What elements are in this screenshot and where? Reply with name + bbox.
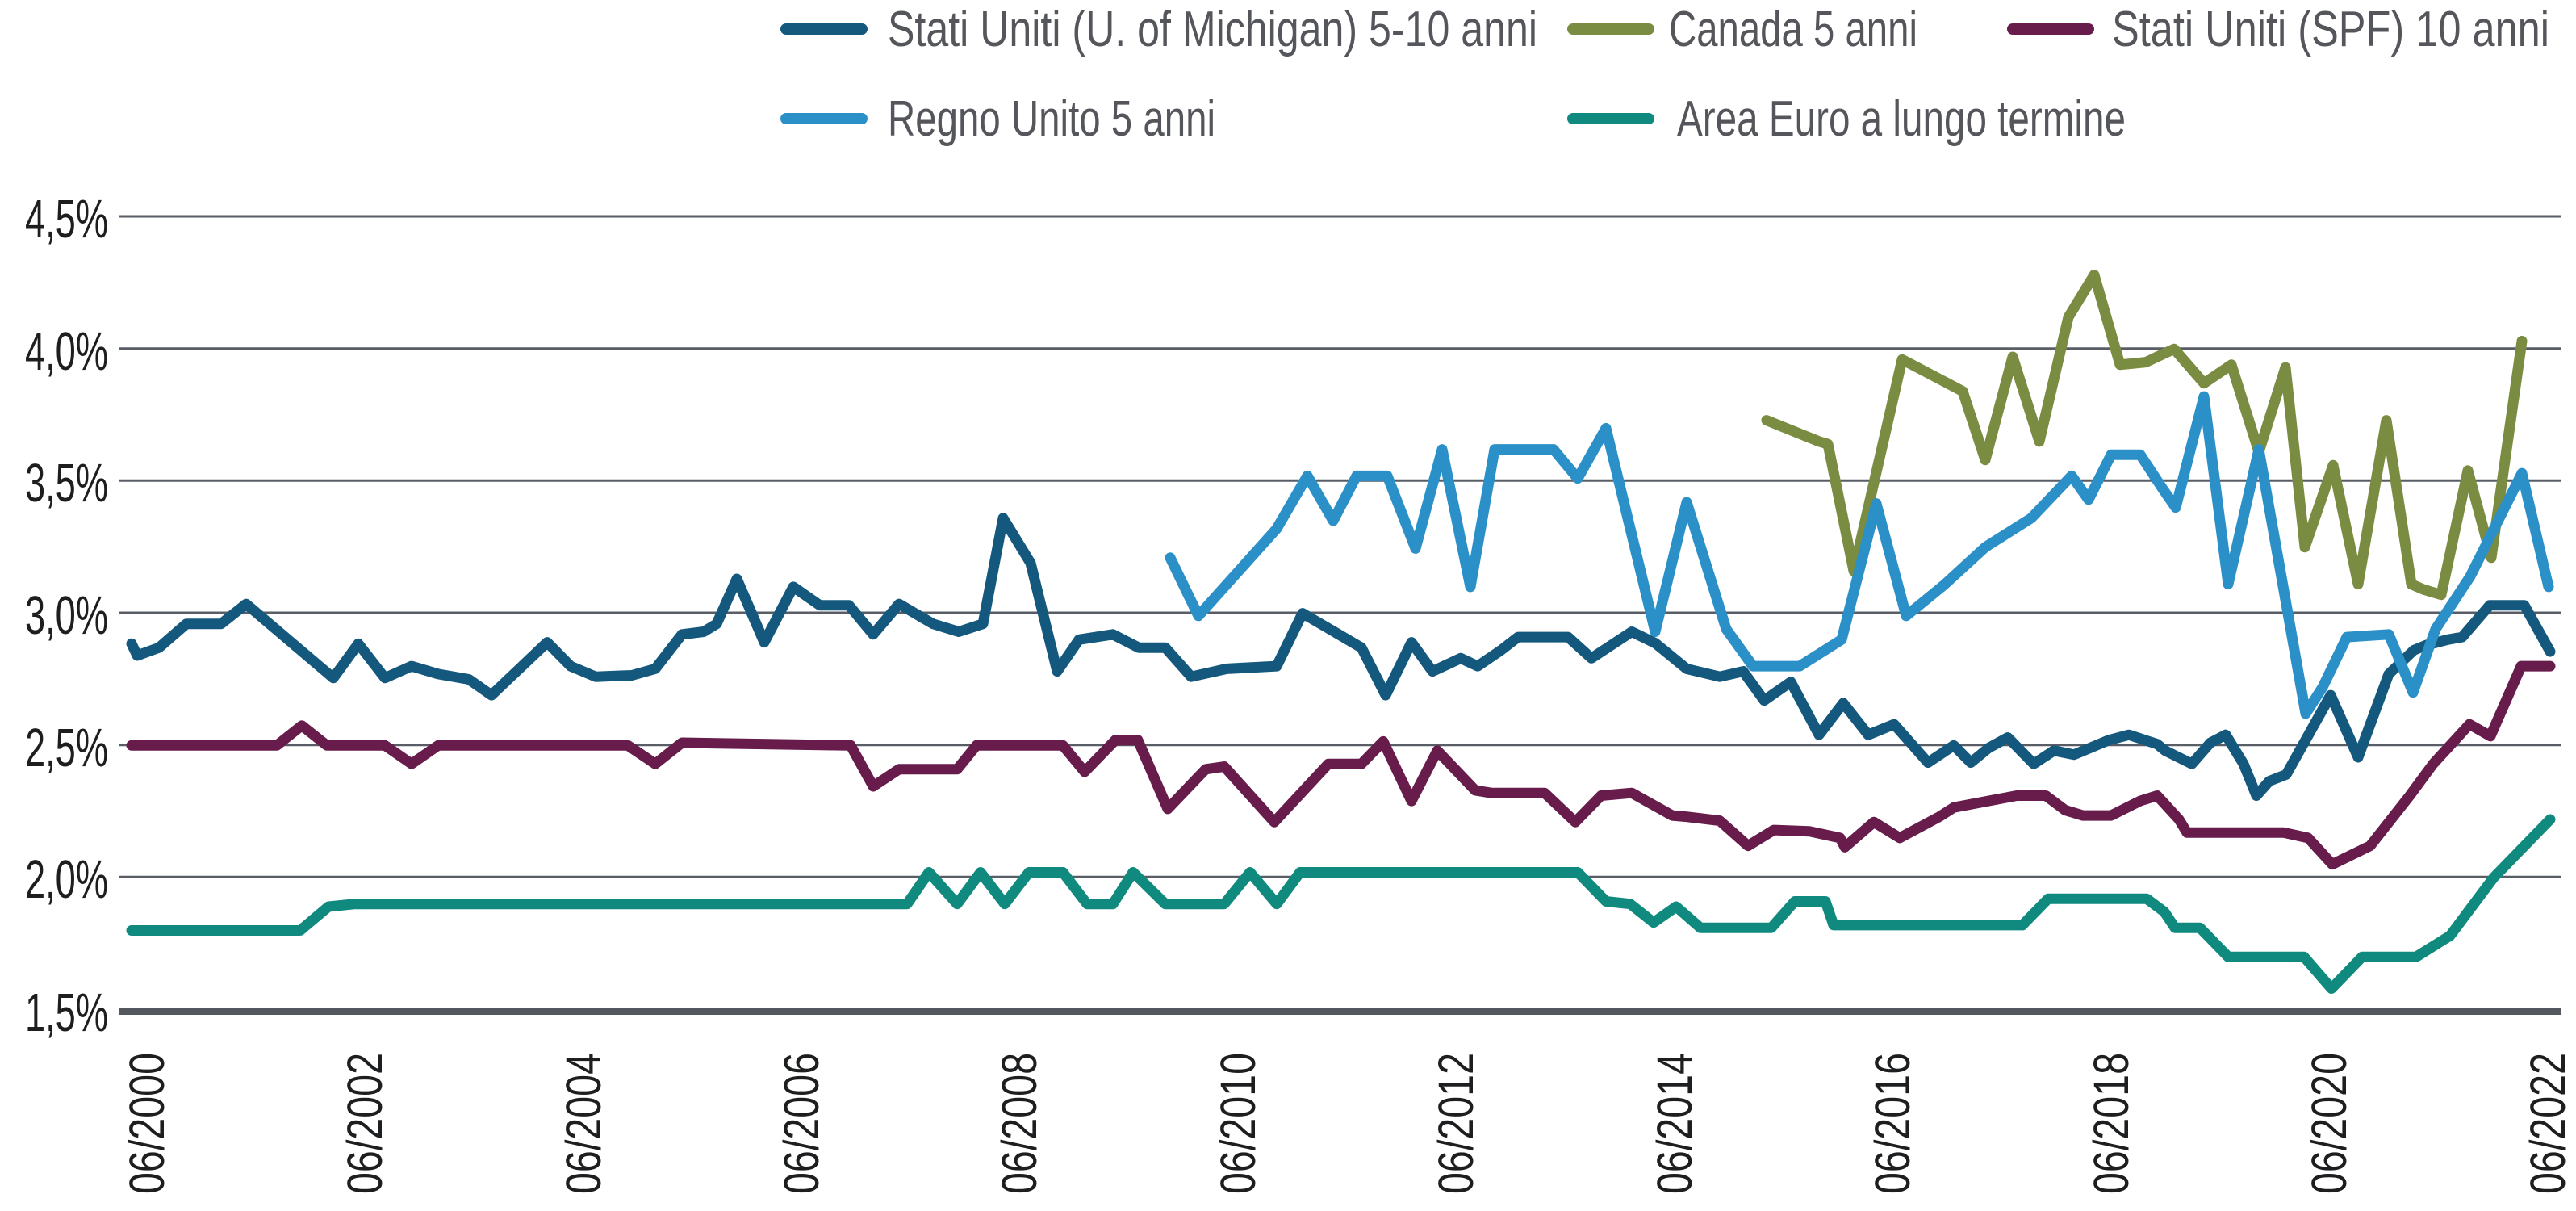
svg-text:Area Euro a lungo termine: Area Euro a lungo termine <box>1677 91 2126 147</box>
svg-text:Stati Uniti (U. of Michigan) 5: Stati Uniti (U. of Michigan) 5-10 anni <box>888 2 1537 57</box>
svg-text:06/2012: 06/2012 <box>1428 1053 1483 1194</box>
svg-text:4,0%: 4,0% <box>25 321 108 382</box>
svg-text:06/2002: 06/2002 <box>337 1053 392 1194</box>
svg-text:06/2008: 06/2008 <box>992 1053 1047 1194</box>
svg-text:06/2020: 06/2020 <box>2302 1053 2356 1194</box>
svg-text:Stati Uniti (SPF) 10 anni: Stati Uniti (SPF) 10 anni <box>2112 2 2549 57</box>
svg-text:06/2006: 06/2006 <box>774 1053 829 1194</box>
svg-text:06/2010: 06/2010 <box>1211 1053 1265 1194</box>
svg-text:3,5%: 3,5% <box>25 453 108 513</box>
svg-text:06/2014: 06/2014 <box>1647 1053 1702 1194</box>
svg-text:2,0%: 2,0% <box>25 849 108 910</box>
svg-text:Canada 5 anni: Canada 5 anni <box>1669 2 1917 57</box>
svg-text:06/2018: 06/2018 <box>2084 1053 2139 1194</box>
svg-text:3,0%: 3,0% <box>25 585 108 646</box>
svg-text:06/2000: 06/2000 <box>119 1053 174 1194</box>
svg-text:06/2016: 06/2016 <box>1865 1053 1920 1194</box>
svg-text:06/2004: 06/2004 <box>556 1053 611 1194</box>
svg-text:1,5%: 1,5% <box>25 983 108 1043</box>
svg-text:06/2022: 06/2022 <box>2520 1053 2575 1194</box>
svg-text:4,5%: 4,5% <box>25 189 108 249</box>
svg-text:2,5%: 2,5% <box>25 718 108 778</box>
svg-text:Regno Unito 5 anni: Regno Unito 5 anni <box>888 91 1215 147</box>
